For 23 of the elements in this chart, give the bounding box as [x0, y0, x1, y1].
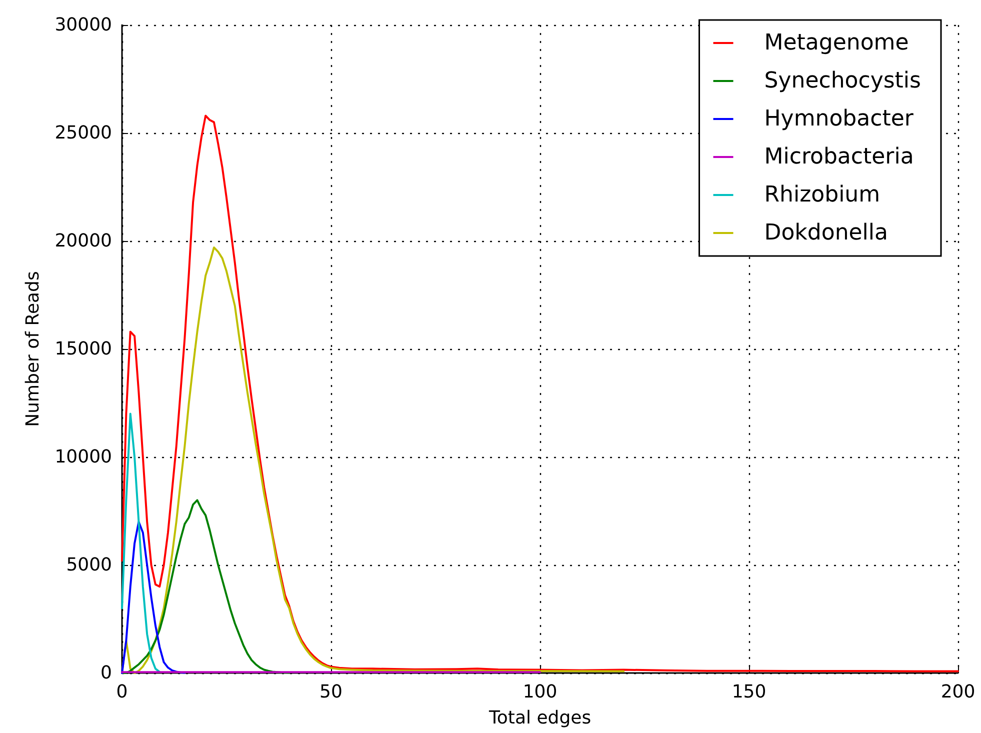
y-tick-label: 20000 — [54, 230, 112, 252]
x-tick-label: 100 — [522, 682, 558, 702]
y-tick-label: 30000 — [54, 14, 112, 36]
y-axis-title: Number of Reads — [22, 271, 44, 427]
x-axis-title: Total edges — [488, 708, 592, 728]
y-tick-label: 5000 — [66, 554, 112, 576]
legend-label: Hymnobacter — [764, 106, 914, 132]
legend-label: Rhizobium — [764, 182, 880, 208]
y-tick-label: 0 — [100, 662, 112, 684]
x-tick-label: 0 — [116, 682, 128, 702]
legend-label: Synechocystis — [764, 68, 922, 94]
y-tick-label: 15000 — [54, 338, 112, 360]
legend-label: Metagenome — [764, 30, 909, 56]
y-tick-label: 25000 — [54, 122, 112, 144]
y-tick-label: 10000 — [54, 446, 112, 468]
x-tick-label: 50 — [320, 682, 342, 702]
legend-label: Microbacteria — [764, 144, 914, 170]
line-series — [121, 412, 161, 673]
x-tick-label: 200 — [940, 682, 976, 702]
line-series — [121, 499, 290, 674]
x-tick-label: 150 — [732, 682, 766, 702]
line-series — [121, 520, 186, 674]
legend-label: Dokdonella — [764, 220, 888, 246]
